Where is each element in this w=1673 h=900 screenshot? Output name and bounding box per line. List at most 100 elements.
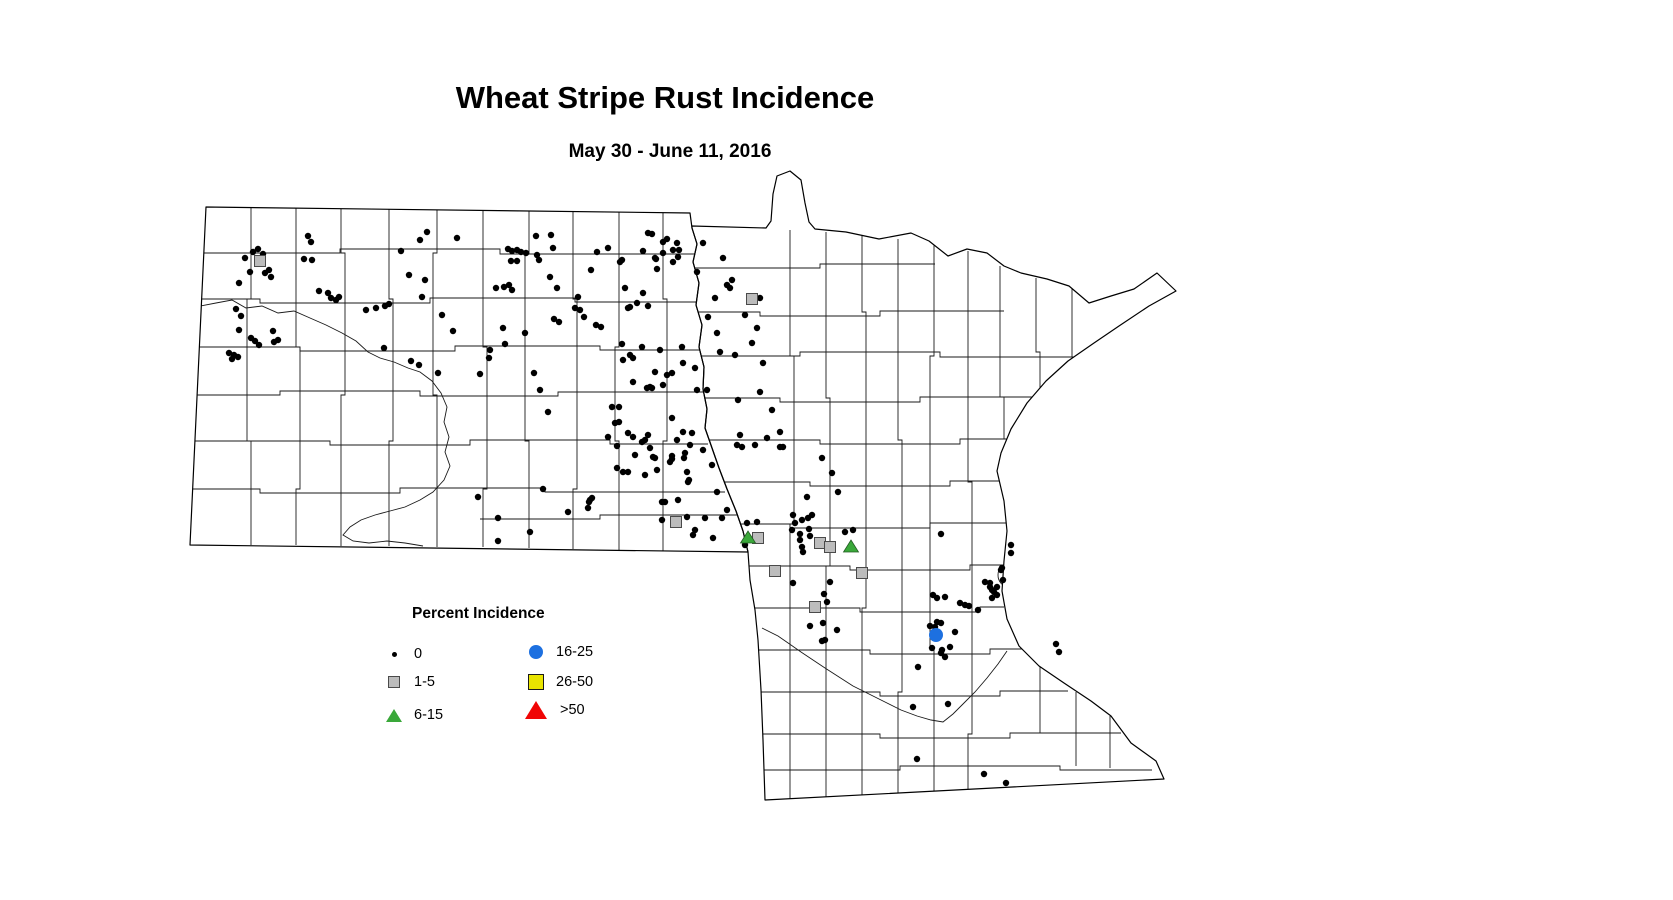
incidence-point-small-black-dot <box>689 531 697 539</box>
incidence-point-small-black-dot <box>993 583 1001 591</box>
incidence-point-small-black-dot <box>613 442 621 450</box>
incidence-point-small-black-dot <box>492 284 500 292</box>
incidence-point-small-black-dot <box>914 663 922 671</box>
incidence-point-small-black-dot <box>624 429 632 437</box>
incidence-point-small-black-dot <box>743 519 751 527</box>
incidence-point-small-black-dot <box>1007 541 1015 549</box>
incidence-point-small-black-dot <box>753 518 761 526</box>
incidence-point-small-black-dot <box>701 514 709 522</box>
incidence-point-small-black-dot <box>1052 640 1060 648</box>
legend-title: Percent Incidence <box>412 605 545 622</box>
incidence-point-small-black-dot <box>748 339 756 347</box>
black-dot-icon <box>391 651 397 657</box>
incidence-point-small-black-dot <box>476 370 484 378</box>
incidence-point-small-black-dot <box>668 369 676 377</box>
incidence-point-small-black-dot <box>803 493 811 501</box>
incidence-point-small-black-dot <box>592 321 600 329</box>
incidence-point-gray-square <box>254 255 266 267</box>
incidence-point-small-black-dot <box>663 371 671 379</box>
incidence-point-small-black-dot <box>675 246 683 254</box>
incidence-point-small-black-dot <box>733 441 741 449</box>
incidence-point-small-black-dot <box>937 649 945 657</box>
incidence-point-small-black-dot <box>544 408 552 416</box>
incidence-point-small-black-dot <box>624 468 632 476</box>
incidence-point-small-black-dot <box>791 519 799 527</box>
incidence-point-small-black-dot <box>679 428 687 436</box>
page-title: Wheat Stripe Rust Incidence <box>455 80 875 115</box>
incidence-point-small-black-dot <box>981 578 989 586</box>
incidence-point-small-black-dot <box>708 461 716 469</box>
incidence-point-small-black-dot <box>449 327 457 335</box>
incidence-point-small-black-dot <box>421 276 429 284</box>
incidence-point-small-black-dot <box>937 619 945 627</box>
incidence-point-small-black-dot <box>241 254 249 262</box>
incidence-point-small-black-dot <box>522 249 530 257</box>
incidence-point-small-black-dot <box>604 433 612 441</box>
incidence-point-small-black-dot <box>631 451 639 459</box>
incidence-point-small-black-dot <box>274 336 282 344</box>
incidence-point-small-black-dot <box>933 594 941 602</box>
incidence-point-small-black-dot <box>926 622 934 630</box>
incidence-point-small-black-dot <box>738 443 746 451</box>
incidence-point-small-black-dot <box>611 419 619 427</box>
red-triangle-icon <box>525 701 547 719</box>
incidence-point-small-black-dot <box>683 513 691 521</box>
incidence-point-small-black-dot <box>648 384 656 392</box>
incidence-point-small-black-dot <box>941 593 949 601</box>
incidence-point-small-black-dot <box>703 386 711 394</box>
incidence-point-gray-square <box>769 565 781 577</box>
minnesota-outline <box>691 170 1177 801</box>
incidence-point-small-black-dot <box>553 284 561 292</box>
incidence-point-small-black-dot <box>909 703 917 711</box>
incidence-point-small-black-dot <box>674 253 682 261</box>
incidence-point-small-black-dot <box>629 433 637 441</box>
legend-label: 1-5 <box>414 674 435 690</box>
incidence-point-small-black-dot <box>555 318 563 326</box>
incidence-point-small-black-dot <box>267 273 275 281</box>
incidence-point-small-black-dot <box>713 329 721 337</box>
incidence-points-layer <box>225 228 1063 787</box>
incidence-point-small-black-dot <box>535 256 543 264</box>
incidence-point-small-black-dot <box>669 246 677 254</box>
incidence-point-small-black-dot <box>680 454 688 462</box>
incidence-point-small-black-dot <box>225 349 233 357</box>
incidence-point-small-black-dot <box>798 543 806 551</box>
incidence-point-small-black-dot <box>681 449 689 457</box>
incidence-point-small-black-dot <box>937 530 945 538</box>
incidence-point-small-black-dot <box>806 622 814 630</box>
incidence-point-small-black-dot <box>788 526 796 534</box>
incidence-point-small-black-dot <box>834 488 842 496</box>
incidence-point-small-black-dot <box>251 337 259 345</box>
incidence-point-small-black-dot <box>526 528 534 536</box>
incidence-point-small-black-dot <box>237 312 245 320</box>
incidence-point-small-black-dot <box>254 245 262 253</box>
incidence-point-small-black-dot <box>638 343 646 351</box>
incidence-point-small-black-dot <box>385 300 393 308</box>
incidence-point-small-black-dot <box>668 414 676 422</box>
legend-item-gt50: >50 <box>524 701 585 719</box>
legend-item-6-15: 6-15 <box>386 707 443 723</box>
incidence-point-small-black-dot <box>678 343 686 351</box>
incidence-point-small-black-dot <box>486 346 494 354</box>
incidence-point-small-black-dot <box>799 548 807 556</box>
incidence-point-small-black-dot <box>841 528 849 536</box>
legend-label: 26-50 <box>556 674 594 690</box>
incidence-point-small-black-dot <box>513 257 521 265</box>
incidence-point-small-black-dot <box>507 257 515 265</box>
incidence-point-small-black-dot <box>641 471 649 479</box>
incidence-point-small-black-dot <box>693 268 701 276</box>
incidence-point-small-black-dot <box>818 637 826 645</box>
incidence-point-small-black-dot <box>571 304 579 312</box>
incidence-point-small-black-dot <box>639 289 647 297</box>
incidence-point-small-black-dot <box>699 446 707 454</box>
incidence-point-gray-square <box>670 516 682 528</box>
incidence-point-small-black-dot <box>505 281 513 289</box>
incidence-point-small-black-dot <box>776 443 784 451</box>
incidence-point-small-black-dot <box>849 526 857 534</box>
incidence-point-small-black-dot <box>619 468 627 476</box>
incidence-point-small-black-dot <box>789 511 797 519</box>
incidence-point-small-black-dot <box>549 244 557 252</box>
incidence-point-small-black-dot <box>823 598 831 606</box>
incidence-point-small-black-dot <box>826 578 834 586</box>
incidence-point-small-black-dot <box>434 369 442 377</box>
